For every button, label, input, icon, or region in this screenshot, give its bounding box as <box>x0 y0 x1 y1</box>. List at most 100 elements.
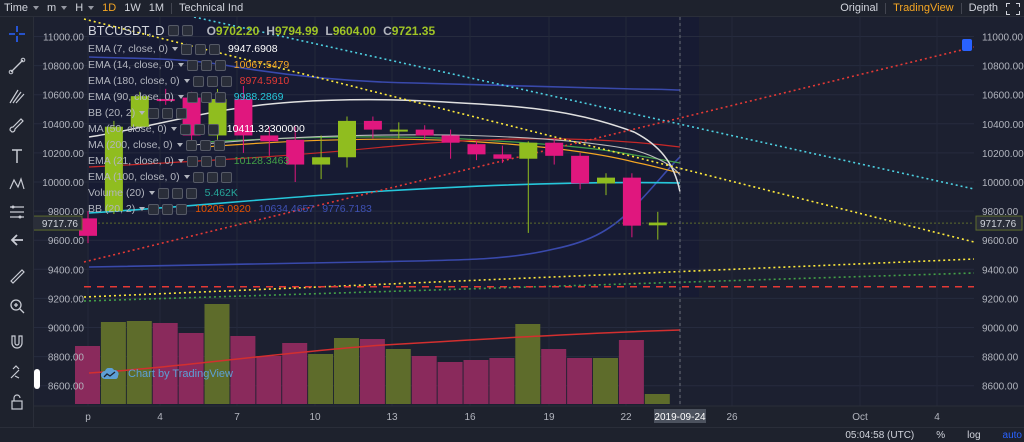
indicator-row[interactable]: Volume (20) 5.462K <box>88 185 238 201</box>
log-toggle[interactable]: log <box>967 429 981 441</box>
indicator-settings-icon[interactable] <box>206 171 218 183</box>
indicator-close-icon[interactable] <box>185 187 197 199</box>
indicator-settings-icon[interactable] <box>162 107 174 119</box>
ruler-icon[interactable] <box>5 267 29 289</box>
indicator-label[interactable]: EMA (14, close, 0) <box>88 59 184 71</box>
indicator-settings-icon[interactable] <box>199 139 211 151</box>
indicator-settings-icon[interactable] <box>200 155 212 167</box>
lock-drawing-icon[interactable] <box>5 363 29 385</box>
indicator-row[interactable]: EMA (90, close, 0) 9988.2869 <box>88 89 283 105</box>
trendline-yellow-up <box>83 258 975 298</box>
back-arrow-icon[interactable] <box>5 231 29 253</box>
indicator-settings-icon[interactable] <box>171 187 183 199</box>
magnet-icon[interactable] <box>5 333 29 355</box>
indicator-settings-icon[interactable] <box>200 59 212 71</box>
status-bar: 05:04:58 (UTC) % log auto <box>0 427 1024 442</box>
view-depth-button[interactable]: Depth <box>968 2 998 14</box>
indicator-close-icon[interactable] <box>214 155 226 167</box>
brush-icon[interactable] <box>5 117 29 139</box>
indicator-row[interactable]: MA (200, close, 0) <box>88 137 233 153</box>
indicator-label[interactable]: EMA (7, close, 0) <box>88 43 178 55</box>
indicator-close-icon[interactable] <box>220 75 232 87</box>
zoom-in-icon[interactable] <box>5 297 29 319</box>
indicator-visibility-icon[interactable] <box>192 171 204 183</box>
indicator-row[interactable]: EMA (7, close, 0) 9947.6908 <box>88 41 278 57</box>
indicator-row[interactable]: MA (50, close, 0) 10411.32300000 <box>88 121 305 137</box>
indicator-row[interactable]: EMA (100, close, 0) <box>88 169 240 185</box>
text-tool-icon[interactable] <box>5 147 29 169</box>
pitchfork-icon[interactable] <box>5 87 29 109</box>
indicator-label[interactable]: EMA (90, close, 0) <box>88 91 184 103</box>
indicator-visibility-icon[interactable] <box>148 107 160 119</box>
indicator-close-icon[interactable] <box>208 43 220 55</box>
symbol-name[interactable]: BTCUSDT, D <box>88 23 165 38</box>
volume-bar <box>567 358 593 404</box>
tradingview-watermark[interactable]: Chart by TradingView <box>100 368 233 380</box>
indicator-visibility-icon[interactable] <box>185 139 197 151</box>
indicator-close-icon[interactable] <box>176 203 188 215</box>
left-price-tick-label: 9000.00 <box>48 324 85 335</box>
view-original-button[interactable]: Original <box>840 2 879 14</box>
indicator-row[interactable]: EMA (14, close, 0) 10067.5479 <box>88 57 289 73</box>
current-price-label: 9717.76 <box>980 219 1017 230</box>
left-price-tick-label: 11000.00 <box>43 33 84 44</box>
indicator-settings-icon[interactable] <box>194 43 206 55</box>
indicator-settings-icon[interactable] <box>200 91 212 103</box>
lock-icon[interactable] <box>5 393 29 415</box>
fullscreen-icon[interactable] <box>1006 2 1020 15</box>
indicator-visibility-icon[interactable] <box>186 155 198 167</box>
interval-1w-button[interactable]: 1W <box>124 1 141 14</box>
indicator-label[interactable]: BB (20, 2) <box>88 203 145 215</box>
indicator-label[interactable]: MA (200, close, 0) <box>88 139 183 151</box>
indicator-visibility-icon[interactable] <box>186 91 198 103</box>
symbol-hide-icon[interactable] <box>181 25 193 36</box>
time-tick-label: 7 <box>234 412 240 423</box>
percent-toggle[interactable]: % <box>936 429 946 441</box>
indicator-row[interactable]: EMA (21, close, 0) 10128.3463 <box>88 153 289 169</box>
indicator-visibility-icon[interactable] <box>192 75 204 87</box>
left-price-tick-label: 9200.00 <box>48 294 85 305</box>
indicator-settings-icon[interactable] <box>193 123 205 135</box>
fib-icon[interactable] <box>5 203 29 225</box>
indicator-label[interactable]: BB (20, 2) <box>88 107 145 119</box>
indicator-label[interactable]: EMA (180, close, 0) <box>88 75 190 87</box>
time-interval-dropdown[interactable]: Time <box>0 0 43 17</box>
hours-dropdown[interactable]: H <box>71 0 98 17</box>
view-tradingview-button[interactable]: TradingView <box>893 2 954 14</box>
indicator-close-icon[interactable] <box>214 59 226 71</box>
indicator-visibility-icon[interactable] <box>148 203 160 215</box>
interval-1d-button[interactable]: 1D <box>102 1 117 14</box>
pattern-icon[interactable] <box>5 175 29 197</box>
indicator-value: 10128.3463 <box>233 155 290 167</box>
indicator-close-icon[interactable] <box>176 107 188 119</box>
indicator-close-icon[interactable] <box>220 171 232 183</box>
indicator-row[interactable]: EMA (180, close, 0) 8974.5910 <box>88 73 289 89</box>
time-axis-bg <box>34 406 1024 427</box>
indicator-label[interactable]: Volume (20) <box>88 187 155 199</box>
indicator-settings-icon[interactable] <box>162 203 174 215</box>
indicator-label[interactable]: MA (50, close, 0) <box>88 123 177 135</box>
indicator-row[interactable]: BB (20, 2) 10205.0920 10634.4657 9776.7183 <box>88 201 372 217</box>
auto-scale-toggle[interactable]: auto <box>1002 429 1022 441</box>
technical-indicators-button[interactable]: Technical Ind <box>179 1 244 14</box>
indicator-close-icon[interactable] <box>213 139 225 151</box>
indicator-close-icon[interactable] <box>207 123 219 135</box>
trend-line-icon[interactable] <box>5 57 29 79</box>
indicator-settings-icon[interactable] <box>206 75 218 87</box>
crosshair-icon[interactable] <box>5 25 29 47</box>
candle-body <box>545 142 564 156</box>
minutes-dropdown[interactable]: m <box>43 0 71 17</box>
volume-bar <box>308 354 334 404</box>
indicator-visibility-icon[interactable] <box>180 43 192 55</box>
interval-1m-button[interactable]: 1M <box>148 1 165 14</box>
symbol-ohlc-row: BTCUSDT, D O9702.20 H9794.99 L9604.00 C9… <box>88 23 442 38</box>
indicator-row[interactable]: BB (20, 2) <box>88 105 195 121</box>
indicator-visibility-icon[interactable] <box>179 123 191 135</box>
indicator-label[interactable]: EMA (100, close, 0) <box>88 171 190 183</box>
indicator-label[interactable]: EMA (21, close, 0) <box>88 155 184 167</box>
symbol-settings-icon[interactable] <box>167 25 179 36</box>
indicator-value: 10205.0920 <box>195 203 251 215</box>
indicator-visibility-icon[interactable] <box>157 187 169 199</box>
indicator-visibility-icon[interactable] <box>186 59 198 71</box>
indicator-close-icon[interactable] <box>214 91 226 103</box>
